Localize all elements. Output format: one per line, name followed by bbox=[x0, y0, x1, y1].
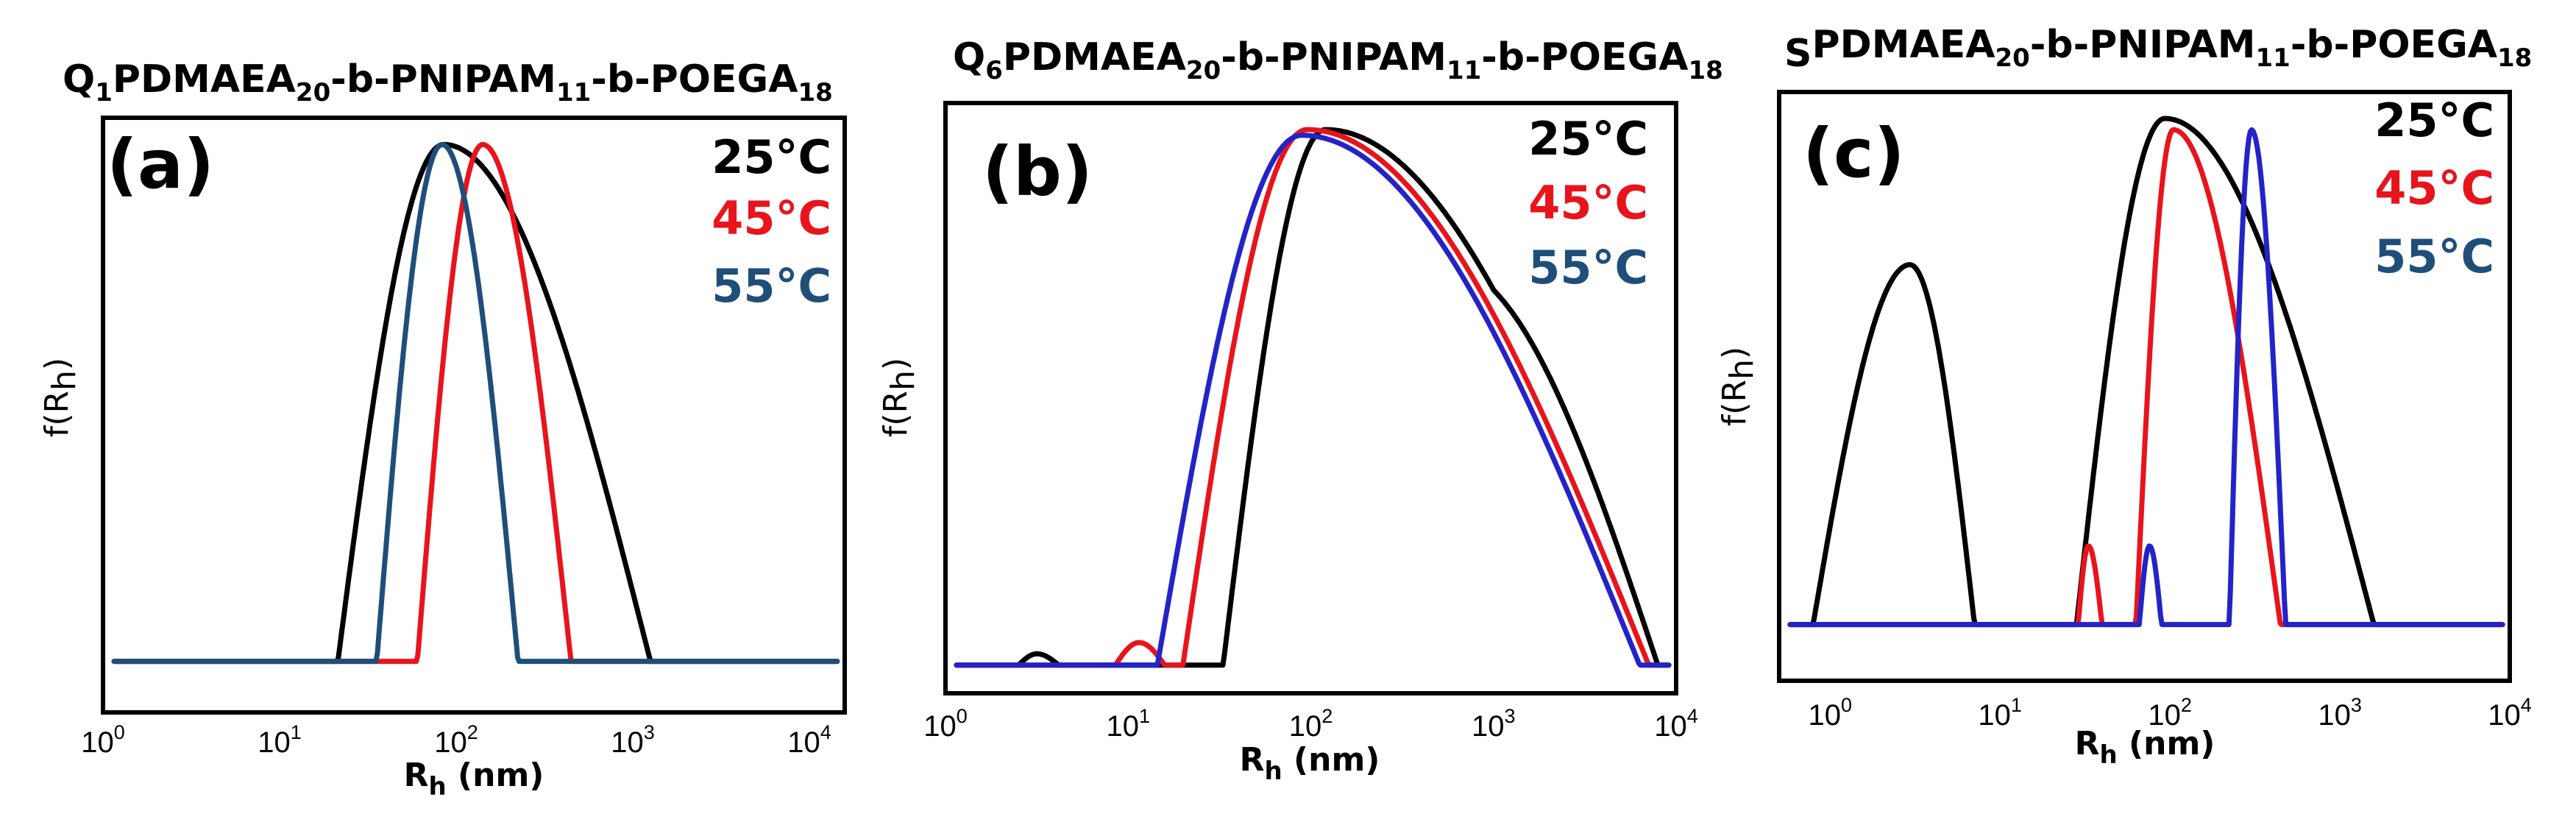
panel-b-y-axis-label: f(Rh) bbox=[877, 358, 922, 437]
panel-c: SPDMAEA20-b-PNIPAM11-b-POEGA18 (c) 25°C … bbox=[1716, 23, 2532, 770]
panel-c-xtick-0: 100 bbox=[1809, 694, 1853, 732]
panel-a-legend-25C: 25°C bbox=[712, 130, 831, 184]
panel-a: Q1PDMAEA20-b-PNIPAM11-b-POEGA18 (a) 25°C… bbox=[38, 57, 847, 801]
panel-c-legend-25C: 25°C bbox=[2374, 93, 2494, 147]
panel-a-xtick-4: 104 bbox=[787, 721, 831, 759]
panel-c-legend-45C: 45°C bbox=[2374, 161, 2494, 215]
panel-b-frame bbox=[943, 101, 1678, 695]
panel-b-xtick-3: 103 bbox=[1472, 705, 1516, 743]
panel-a-x-axis-label: Rh (nm) bbox=[404, 757, 544, 801]
panel-a-series-55C bbox=[111, 141, 840, 665]
panel-b-series-55C bbox=[954, 132, 1672, 668]
panel-a-xtick-0: 100 bbox=[81, 721, 125, 759]
panel-c-xtick-3: 103 bbox=[2318, 694, 2362, 732]
panel-a-xtick-3: 103 bbox=[611, 721, 655, 759]
panel-a-legend-45C: 45°C bbox=[712, 191, 831, 245]
panel-c-xtick-2: 102 bbox=[2148, 694, 2192, 732]
panel-b-title: Q6PDMAEA20-b-PNIPAM11-b-POEGA18 bbox=[953, 35, 1723, 85]
panel-c-y-axis-label: f(Rh) bbox=[1716, 347, 1761, 426]
panel-c-series-55C bbox=[1787, 127, 2505, 628]
panel-c-title: SPDMAEA20-b-PNIPAM11-b-POEGA18 bbox=[1784, 23, 2532, 76]
panel-c-x-axis-label: Rh (nm) bbox=[2075, 725, 2215, 770]
panel-b-xtick-1: 101 bbox=[1107, 705, 1151, 743]
panel-b-legend-25C: 25°C bbox=[1528, 112, 1648, 166]
panel-b-curves bbox=[954, 127, 1672, 668]
panel-a-title: Q1PDMAEA20-b-PNIPAM11-b-POEGA18 bbox=[63, 57, 833, 107]
panel-b-x-axis-label: Rh (nm) bbox=[1240, 741, 1380, 786]
panel-c-legend-55C: 55°C bbox=[2374, 230, 2494, 283]
panel-a-y-axis-label: f(Rh) bbox=[38, 358, 83, 437]
panel-a-xtick-1: 101 bbox=[258, 721, 302, 759]
panel-b-xtick-4: 104 bbox=[1654, 705, 1698, 743]
panel-b-label: (b) bbox=[982, 132, 1093, 211]
panel-c-x-ticks: 100 101 102 103 104 bbox=[1809, 694, 2532, 732]
panel-a-x-ticks: 100 101 102 103 104 bbox=[81, 721, 831, 759]
panel-a-curves bbox=[111, 141, 840, 665]
panel-b-x-ticks: 100 101 102 103 104 bbox=[923, 705, 1698, 743]
panel-c-label: (c) bbox=[1803, 114, 1905, 193]
panel-c-curves bbox=[1787, 116, 2505, 628]
panel-b-xtick-2: 102 bbox=[1289, 705, 1333, 743]
panel-a-legend-55C: 55°C bbox=[712, 259, 831, 313]
panel-c-xtick-4: 104 bbox=[2488, 694, 2532, 732]
panel-c-frame bbox=[1777, 90, 2512, 683]
panel-b: Q6PDMAEA20-b-PNIPAM11-b-POEGA18 (b) 25°C… bbox=[877, 35, 1723, 786]
panel-a-frame bbox=[101, 116, 847, 715]
panel-b-legend-55C: 55°C bbox=[1528, 241, 1648, 294]
panel-b-xtick-0: 100 bbox=[923, 705, 968, 743]
panel-a-label: (a) bbox=[107, 125, 214, 204]
panel-c-xtick-1: 101 bbox=[1978, 694, 2022, 732]
panel-a-xtick-2: 102 bbox=[434, 721, 478, 759]
panel-b-legend-45C: 45°C bbox=[1528, 176, 1648, 230]
